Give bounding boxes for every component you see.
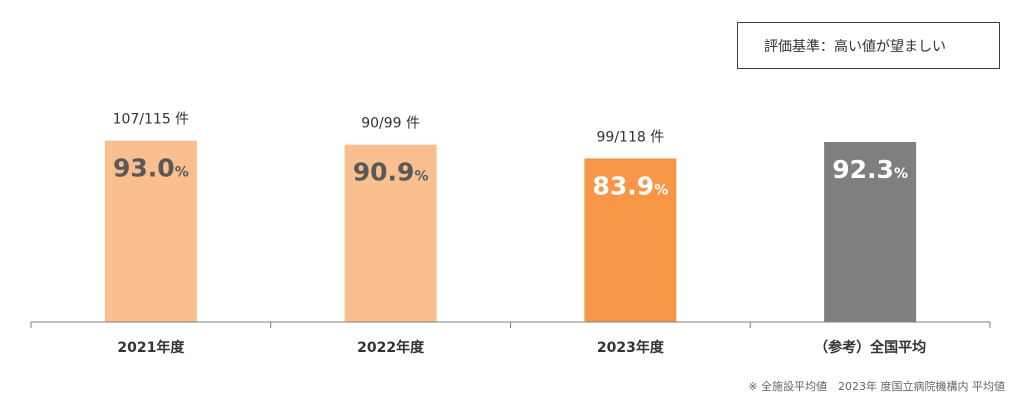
bar-value-label-1: 93.0% (113, 154, 189, 183)
bar-2 (344, 144, 437, 322)
bar-count-label-2: 90/99 件 (361, 116, 420, 132)
category-label-1: 2021年度 (117, 339, 185, 356)
category-label-4: （参考）全国平均 (814, 339, 926, 356)
bar-value-label-2: 90.9% (353, 158, 429, 187)
category-label-2: 2022年度 (357, 339, 425, 356)
bar-count-label-3: 99/118 件 (597, 129, 665, 145)
category-label-3: 2023年度 (597, 339, 665, 356)
bar-1 (104, 140, 197, 322)
bar-count-label-1: 107/115 件 (113, 112, 190, 128)
bar-4 (824, 142, 917, 322)
evaluation-criterion-text: 評価基準：高い値が望ましい (764, 38, 946, 55)
bar-3 (584, 158, 677, 322)
bar-value-label-4: 92.3% (832, 155, 908, 184)
footnote: ※ 全施設平均値 2023年 度国立病院機構内 平均値 (748, 380, 1005, 393)
evaluation-criterion-box: 評価基準：高い値が望ましい (737, 22, 1000, 69)
bar-value-label-3: 83.9% (593, 171, 669, 200)
